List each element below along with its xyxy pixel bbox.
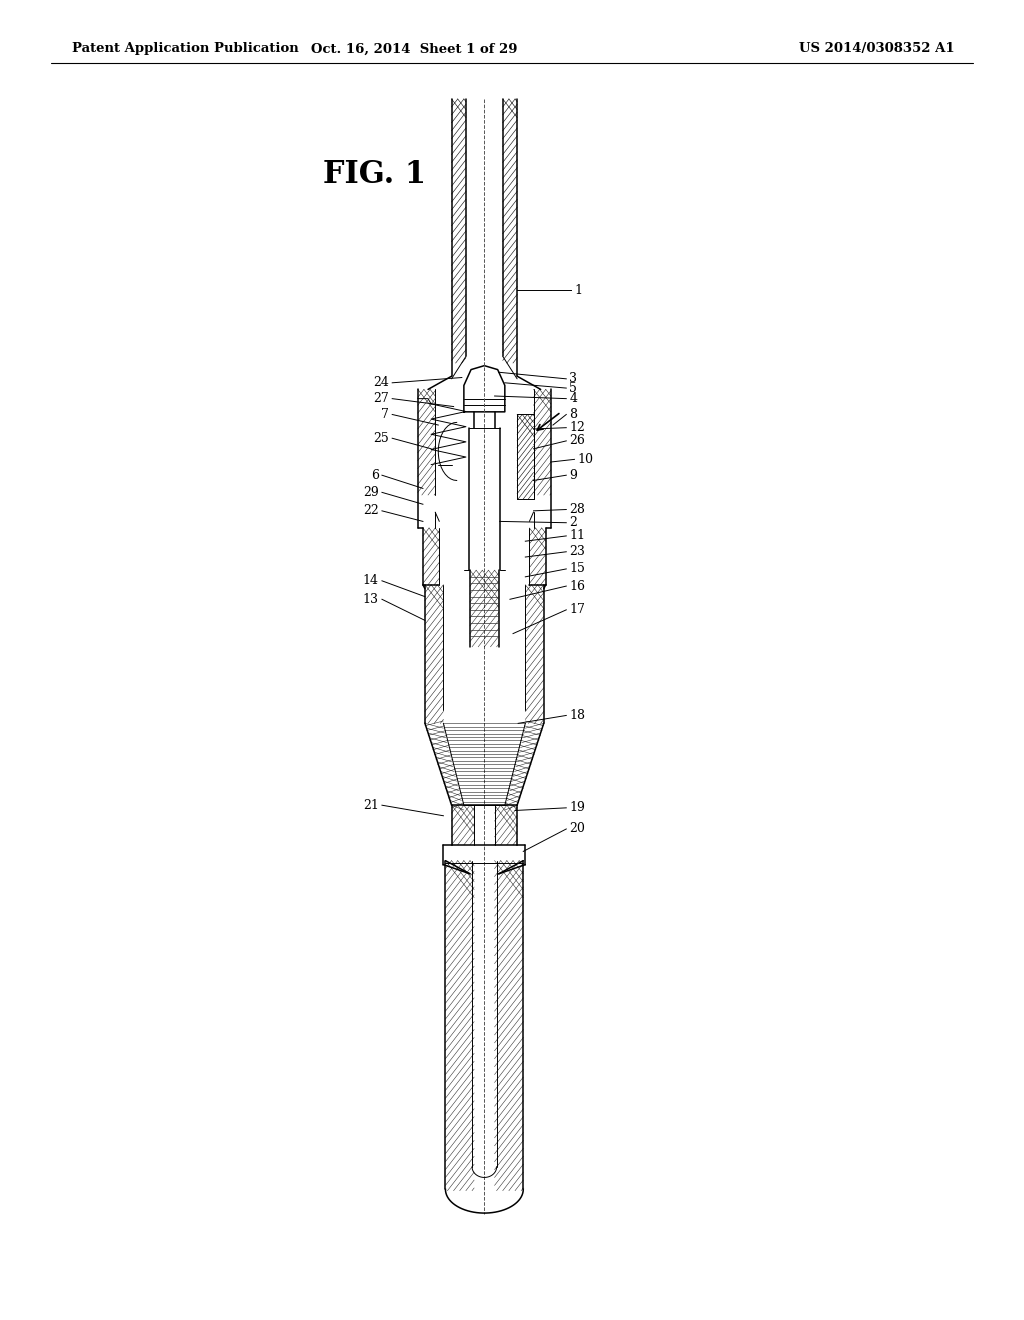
Text: 19: 19 <box>569 801 586 814</box>
Text: 11: 11 <box>569 529 586 543</box>
Text: 20: 20 <box>569 822 586 836</box>
Text: 10: 10 <box>578 453 594 466</box>
Text: 24: 24 <box>373 376 389 389</box>
Text: 14: 14 <box>362 574 379 587</box>
Text: 21: 21 <box>362 799 379 812</box>
Text: 17: 17 <box>569 603 586 616</box>
Text: 2: 2 <box>569 516 578 529</box>
Text: 23: 23 <box>569 545 586 558</box>
Text: 1: 1 <box>574 284 583 297</box>
Text: US 2014/0308352 A1: US 2014/0308352 A1 <box>799 42 954 55</box>
Text: 16: 16 <box>569 579 586 593</box>
Text: 22: 22 <box>364 504 379 517</box>
Text: 3: 3 <box>569 372 578 385</box>
Text: 4: 4 <box>569 392 578 405</box>
Text: 27: 27 <box>374 392 389 405</box>
Text: 9: 9 <box>569 469 578 482</box>
Text: FIG. 1: FIG. 1 <box>323 158 426 190</box>
Text: 28: 28 <box>569 503 586 516</box>
Text: 12: 12 <box>569 421 586 434</box>
Text: 25: 25 <box>374 432 389 445</box>
Text: Patent Application Publication: Patent Application Publication <box>72 42 298 55</box>
Text: 15: 15 <box>569 562 586 576</box>
Text: 13: 13 <box>362 593 379 606</box>
Text: Oct. 16, 2014  Sheet 1 of 29: Oct. 16, 2014 Sheet 1 of 29 <box>311 42 518 55</box>
Text: 6: 6 <box>371 469 379 482</box>
Text: 8: 8 <box>569 408 578 421</box>
Text: 26: 26 <box>569 434 586 447</box>
Text: 5: 5 <box>569 381 578 395</box>
Text: 29: 29 <box>364 486 379 499</box>
Text: 18: 18 <box>569 709 586 722</box>
Text: 7: 7 <box>381 408 389 421</box>
